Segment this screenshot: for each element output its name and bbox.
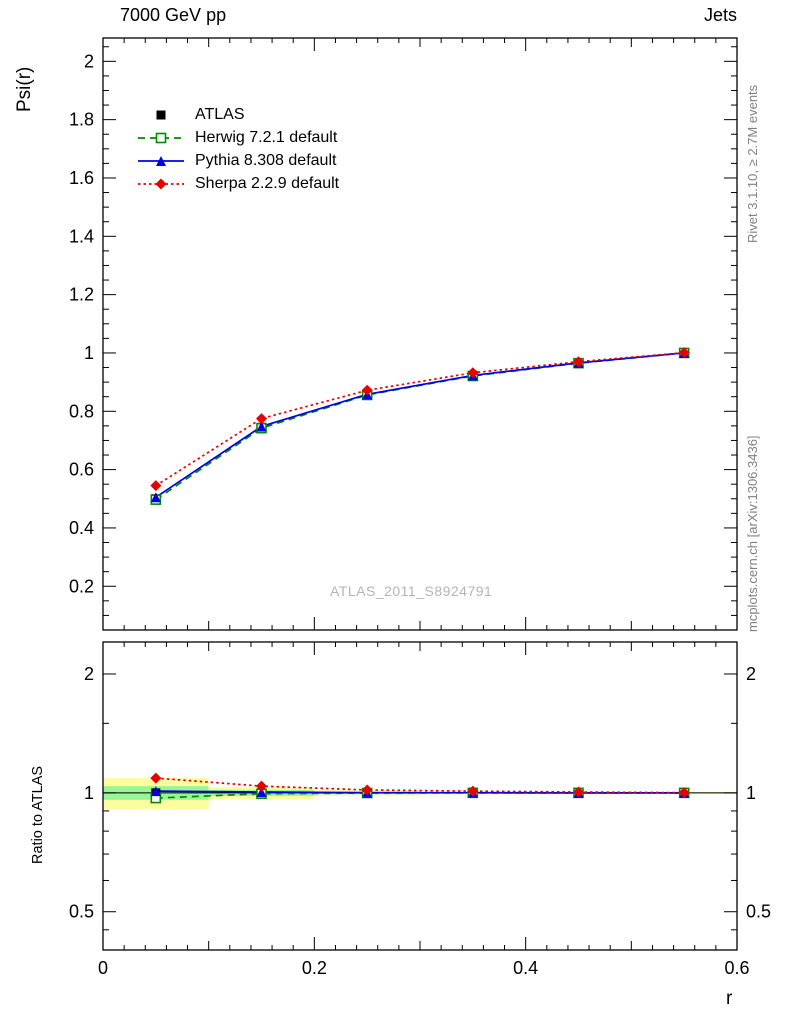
svg-text:1: 1 <box>84 343 94 363</box>
svg-text:0.2: 0.2 <box>302 958 327 978</box>
analysis-id-watermark: ATLAS_2011_S8924791 <box>330 583 493 599</box>
svg-text:0.6: 0.6 <box>724 958 749 978</box>
legend-label-sherpa: Sherpa 2.2.9 default <box>195 174 340 192</box>
svg-text:0.8: 0.8 <box>69 401 94 421</box>
legend: ATLAS Herwig 7.2.1 default Pythia 8.308 … <box>136 103 339 195</box>
svg-text:0.4: 0.4 <box>69 518 94 538</box>
svg-text:0.6: 0.6 <box>69 460 94 480</box>
svg-text:2: 2 <box>746 664 756 684</box>
legend-item-sherpa: Sherpa 2.2.9 default <box>136 172 339 195</box>
svg-text:2: 2 <box>84 51 94 71</box>
svg-text:1.2: 1.2 <box>69 285 94 305</box>
legend-marker-pythia <box>138 155 184 166</box>
svg-text:1: 1 <box>84 783 94 803</box>
y-axis-label-main: Psi(r) <box>14 66 35 112</box>
svg-text:1: 1 <box>746 783 756 803</box>
plot-title-energy: 7000 GeV pp <box>120 5 227 25</box>
legend-label-atlas: ATLAS <box>195 105 245 123</box>
plot-title-observable: Jets <box>703 5 737 25</box>
svg-text:1.8: 1.8 <box>69 110 94 130</box>
svg-text:0: 0 <box>98 958 108 978</box>
legend-marker-sherpa <box>138 178 184 189</box>
svg-text:0.2: 0.2 <box>69 576 94 596</box>
mcplots-arxiv-text: mcplots.cern.ch [arXiv:1306.3436] <box>745 435 760 632</box>
svg-text:2: 2 <box>84 664 94 684</box>
legend-item-atlas: ATLAS <box>136 103 339 126</box>
y-axis-label-ratio: Ratio to ATLAS <box>30 765 46 864</box>
svg-text:0.5: 0.5 <box>746 902 771 922</box>
svg-text:0.4: 0.4 <box>513 958 538 978</box>
legend-marker-herwig <box>138 132 184 143</box>
svg-text:1.6: 1.6 <box>69 168 94 188</box>
legend-item-pythia: Pythia 8.308 default <box>136 149 339 172</box>
svg-text:1.4: 1.4 <box>69 226 94 246</box>
rivet-version-text: Rivet 3.1.10, ≥ 2.7M events <box>745 84 760 243</box>
svg-text:0.5: 0.5 <box>69 902 94 922</box>
legend-item-herwig: Herwig 7.2.1 default <box>136 126 339 149</box>
x-axis-label: r <box>726 988 733 1009</box>
legend-marker-atlas <box>156 110 166 119</box>
legend-label-pythia: Pythia 8.308 default <box>195 151 337 169</box>
legend-label-herwig: Herwig 7.2.1 default <box>195 128 338 146</box>
